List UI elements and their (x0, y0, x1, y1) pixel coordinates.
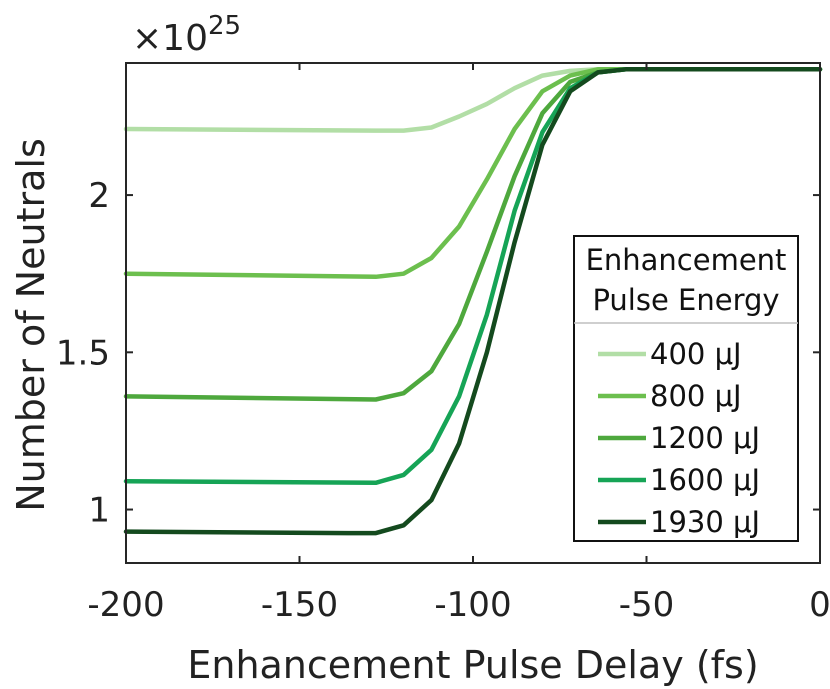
x-tick-label-1: -200 (87, 585, 164, 625)
ticks-layer (125, 63, 821, 563)
legend-label-5: 1930 μJ (650, 505, 760, 539)
series-layer (123, 67, 823, 536)
y-tick-label-1: 1 (88, 491, 110, 531)
y-axis-label: Number of Neutrals (9, 138, 53, 512)
x-tick-label-2: -150 (261, 585, 338, 625)
legend-label-1: 400 μJ (650, 337, 742, 371)
series-line-1 (123, 67, 823, 133)
exponent-base: ×10 (132, 18, 208, 59)
legend-label-3: 1200 μJ (650, 421, 760, 455)
series-line-5 (123, 67, 823, 536)
legend: Enhancement Pulse Energy 400 μJ 800 μJ 120… (573, 235, 799, 542)
x-axis-label: Enhancement Pulse Delay (fs) (187, 643, 758, 687)
y-tick-label-3: 2 (88, 176, 110, 216)
x-tick-label-3: -100 (434, 585, 511, 625)
legend-label-2: 800 μJ (650, 379, 742, 413)
exponent-power: 25 (208, 11, 241, 41)
legend-title-line-1: Enhancement (586, 243, 787, 277)
y-tick-label-2: 1.5 (56, 333, 110, 373)
tick-labels-layer: -200 -150 -100 -50 0 1 1.5 2 (56, 176, 830, 625)
x-tick-label-4: -50 (619, 585, 675, 625)
y-axis-exponent: ×1025 (132, 11, 241, 59)
legend-entries: 400 μJ 800 μJ 1200 μJ 1600 μJ 1930 μJ (598, 337, 760, 539)
legend-label-4: 1600 μJ (650, 463, 760, 497)
legend-box (573, 235, 799, 542)
legend-title-line-2: Pulse Energy (592, 283, 779, 317)
x-tick-label-5: 0 (809, 585, 830, 625)
